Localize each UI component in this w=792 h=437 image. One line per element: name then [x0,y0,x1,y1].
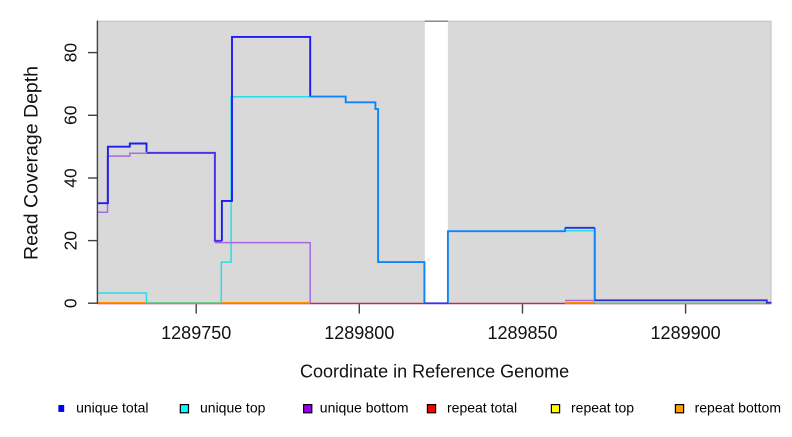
svg-text:60: 60 [60,105,80,125]
svg-text:Coordinate in Reference Genome: Coordinate in Reference Genome [300,362,569,382]
svg-text:1289900: 1289900 [651,323,721,343]
svg-text:40: 40 [60,168,80,188]
svg-text:repeat total: repeat total [447,399,517,415]
svg-text:unique total: unique total [76,399,148,415]
svg-text:repeat top: repeat top [571,399,634,415]
svg-text:1289850: 1289850 [487,323,557,343]
svg-text:unique top: unique top [200,399,266,415]
svg-text:0: 0 [60,298,80,308]
svg-text:repeat bottom: repeat bottom [695,399,781,415]
svg-text:1289750: 1289750 [161,323,231,343]
svg-text:20: 20 [60,231,80,251]
svg-text:unique bottom: unique bottom [320,399,409,415]
svg-text:1289800: 1289800 [324,323,394,343]
svg-text:Read Coverage Depth: Read Coverage Depth [21,66,43,260]
svg-text:80: 80 [60,43,80,63]
